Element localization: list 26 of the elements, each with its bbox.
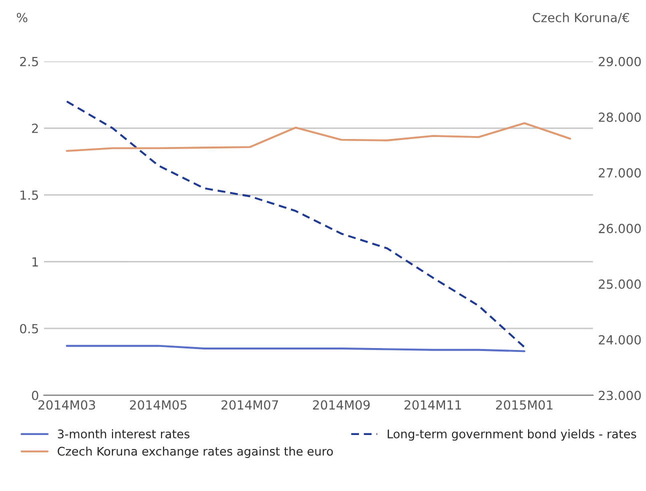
x-tick-label: 2015M01 [496, 400, 552, 410]
y2-tick-label: 27.000 [598, 168, 641, 178]
y2-tick-label: 23.000 [598, 390, 641, 400]
y-tick-label: 0 [32, 390, 38, 400]
legend-label: Czech Koruna exchange rates against the euro [58, 446, 333, 458]
y2-axis-title: Czech Koruna/€ [532, 12, 630, 24]
y2-tick-label: 26.000 [598, 224, 641, 234]
legend-label: 3-month interest rates [58, 429, 190, 438]
x-tick-label: 2014M09 [313, 400, 370, 410]
y-tick-label: 1 [32, 257, 38, 266]
y-tick-label: 1.5 [20, 190, 38, 200]
y-axis-title: % [16, 12, 28, 22]
x-tick-label: 2014M03 [38, 400, 96, 410]
line-series [66, 122, 572, 152]
legend-label: Long-term government bond yields - rates [388, 429, 636, 441]
line-series [66, 100, 526, 348]
y-tick-label: 2.5 [20, 56, 38, 66]
x-tick-label: 2014M07 [222, 400, 278, 410]
x-tick-label: 2014M05 [130, 400, 186, 410]
y2-tick-label: 25.000 [598, 279, 641, 289]
x-tick-label: 2014M11 [404, 400, 461, 410]
y2-tick-label: 29.000 [598, 56, 641, 66]
y2-tick-label: 28.000 [598, 112, 641, 122]
y-tick-label: 0.5 [20, 324, 38, 334]
y2-tick-label: 24.000 [598, 335, 641, 345]
y-tick-label: 2 [32, 124, 38, 133]
